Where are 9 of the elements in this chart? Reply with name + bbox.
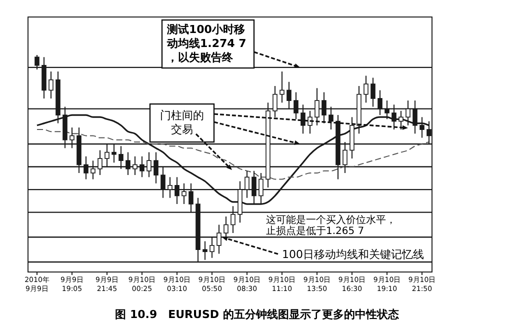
annotation: 门柱间的交易 xyxy=(160,109,204,136)
annotation: 这可能是一个买入价位水平，止损点是低于1.265 7 xyxy=(266,214,396,237)
candlestick xyxy=(364,75,368,104)
text: 图 10.9 EURUSD 的五分钟线图显示了更多的中性状态 xyxy=(115,308,400,321)
candlestick xyxy=(280,71,284,104)
candlestick xyxy=(420,116,424,138)
annotation: 测试100小时移动均线1.274 7，以失败告终 xyxy=(166,23,246,64)
candlestick xyxy=(48,71,54,99)
annotation: 100日移动均线和关键记忆线 xyxy=(282,248,424,261)
